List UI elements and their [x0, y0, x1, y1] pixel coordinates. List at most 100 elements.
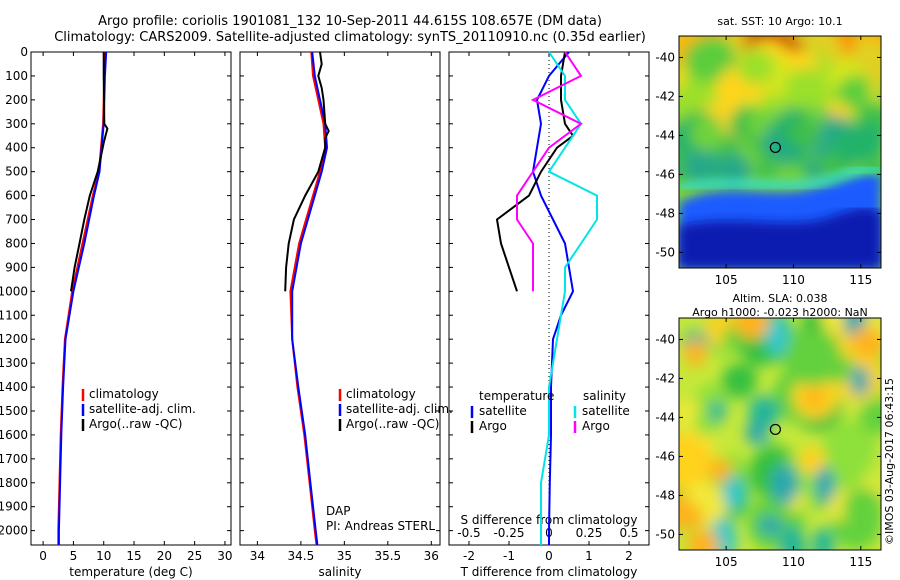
map-y-tick-label: -44: [655, 410, 675, 424]
sla-low-patch: [709, 399, 726, 424]
diff-line-temperature-argo: [495, 51, 575, 292]
series-line-argo-raw-qc-: [284, 51, 330, 292]
sla-high-patch: [804, 387, 825, 409]
sst-patch: [783, 67, 831, 115]
map-x-tick-label: 115: [849, 555, 872, 569]
sla-low-patch: [814, 465, 836, 505]
sla-low-patch: [764, 318, 790, 357]
x-tick-label: 35: [337, 549, 352, 563]
sla-low-patch: [757, 515, 783, 536]
x-axis-label: temperature (deg C): [69, 565, 192, 579]
x-tick-label: -1: [503, 549, 515, 563]
map-y-tick-label: -46: [655, 167, 675, 181]
x-axis-label: salinity: [318, 565, 361, 579]
sla-patch: [859, 398, 881, 435]
x-tick-label: -2: [463, 549, 475, 563]
sla-low-patch: [745, 421, 769, 445]
sla-high-patch: [683, 339, 707, 367]
map-y-tick-label: -48: [655, 206, 675, 220]
legend-label: climatology: [89, 387, 159, 401]
imos-stamp: ©IMOS 03-Aug-2017 06:43:15: [883, 378, 896, 545]
map-y-tick-label: -40: [655, 50, 675, 64]
x-tick-label: 34.5: [288, 549, 315, 563]
y-tick-label: 800: [5, 236, 28, 250]
y-tick-label: 1600: [0, 428, 28, 442]
plot-frame-2: [239, 51, 441, 546]
sla-patch: [822, 420, 877, 475]
y-tick-label: 1200: [0, 332, 28, 346]
sst-patch: [838, 76, 871, 109]
sla-patch: [679, 433, 714, 491]
map-y-tick-label: -46: [655, 449, 675, 463]
map-y-tick-label: -50: [655, 527, 675, 541]
map-title-line1: Altim. SLA: 0.038: [732, 292, 827, 305]
series-line-satellite-adj-clim-: [291, 51, 329, 546]
legend-label: climatology: [346, 387, 416, 401]
sla-high-patch: [679, 494, 695, 531]
sla-map-image: [679, 318, 881, 550]
y-tick-label: 2000: [0, 524, 28, 538]
diff-line-salinity-satellite: [540, 51, 598, 545]
legend-header-salinity: salinity: [583, 389, 626, 403]
y-tick-label: 300: [5, 117, 28, 131]
x-axis-label: T difference from climatology: [460, 565, 638, 579]
x-tick-label: 36: [424, 549, 439, 563]
legend-label: Argo(..raw -QC): [346, 417, 439, 431]
y-tick-label: 600: [5, 189, 28, 203]
sst-patch: [690, 117, 725, 152]
legend-label: satellite: [479, 404, 527, 418]
legend-label: satellite-adj. clim.: [89, 402, 196, 416]
map-frame-2: [678, 317, 882, 551]
x-tick-label: 20: [157, 549, 172, 563]
y-tick-label: 200: [5, 93, 28, 107]
y-tick-label: 100: [5, 69, 28, 83]
annotation-line2: PI: Andreas STERL: [326, 519, 435, 533]
sla-patch: [782, 326, 842, 386]
sst-patch: [684, 38, 728, 83]
map-frame-1: [678, 35, 882, 269]
sst-map-image: [679, 36, 881, 268]
sst-patch: [717, 154, 752, 189]
diff-line-salinity-argo: [516, 51, 583, 292]
y-tick-label: 1400: [0, 380, 28, 394]
y-tick-label: 1300: [0, 356, 28, 370]
x-tick-label: 30: [217, 549, 232, 563]
map-y-tick-label: -44: [655, 128, 675, 142]
y-tick-label: 700: [5, 213, 28, 227]
sla-high-patch: [850, 327, 881, 360]
x-tick-label: 2: [625, 549, 633, 563]
sla-low-patch: [812, 527, 834, 550]
chart-title-line1: Argo profile: coriolis 1901081_132 10-Se…: [98, 14, 602, 29]
argo-location-marker: [769, 141, 781, 154]
x-tick-label: 10: [96, 549, 111, 563]
sst-patch: [790, 117, 819, 147]
series-line-climatology: [289, 51, 327, 546]
sla-low-patch: [850, 365, 870, 397]
plot-frame-3: [448, 51, 650, 546]
sla-patch: [798, 447, 827, 475]
map-title-line2: Argo h1000: -0.023 h2000: NaN: [692, 306, 868, 319]
legend-label: satellite-adj. clim.: [346, 402, 453, 416]
sst-texture: [679, 36, 881, 193]
x-tick-label: 5: [70, 549, 78, 563]
map-x-tick-label: 115: [849, 273, 872, 287]
x-tick-label: 1: [585, 549, 593, 563]
legend-label: satellite: [582, 404, 630, 418]
x-top-tick-label: -0.5: [457, 526, 480, 540]
sst-patch: [737, 48, 775, 85]
sst-patch: [728, 114, 748, 135]
x-tick-label: 0: [39, 549, 47, 563]
sst-patch: [846, 121, 881, 161]
map-y-tick-label: -42: [655, 89, 675, 103]
map-y-tick-label: -40: [655, 332, 675, 346]
chart-title-line2: Climatology: CARS2009. Satellite-adjuste…: [54, 30, 646, 45]
sst-patch: [720, 136, 739, 155]
y-tick-label: 500: [5, 165, 28, 179]
sla-low-patch: [779, 525, 806, 550]
legend-label: Argo(..raw -QC): [89, 417, 182, 431]
y-tick-label: 0: [20, 45, 28, 59]
y-tick-label: 1900: [0, 500, 28, 514]
map-y-tick-label: -42: [655, 371, 675, 385]
map-x-tick-label: 105: [715, 555, 738, 569]
